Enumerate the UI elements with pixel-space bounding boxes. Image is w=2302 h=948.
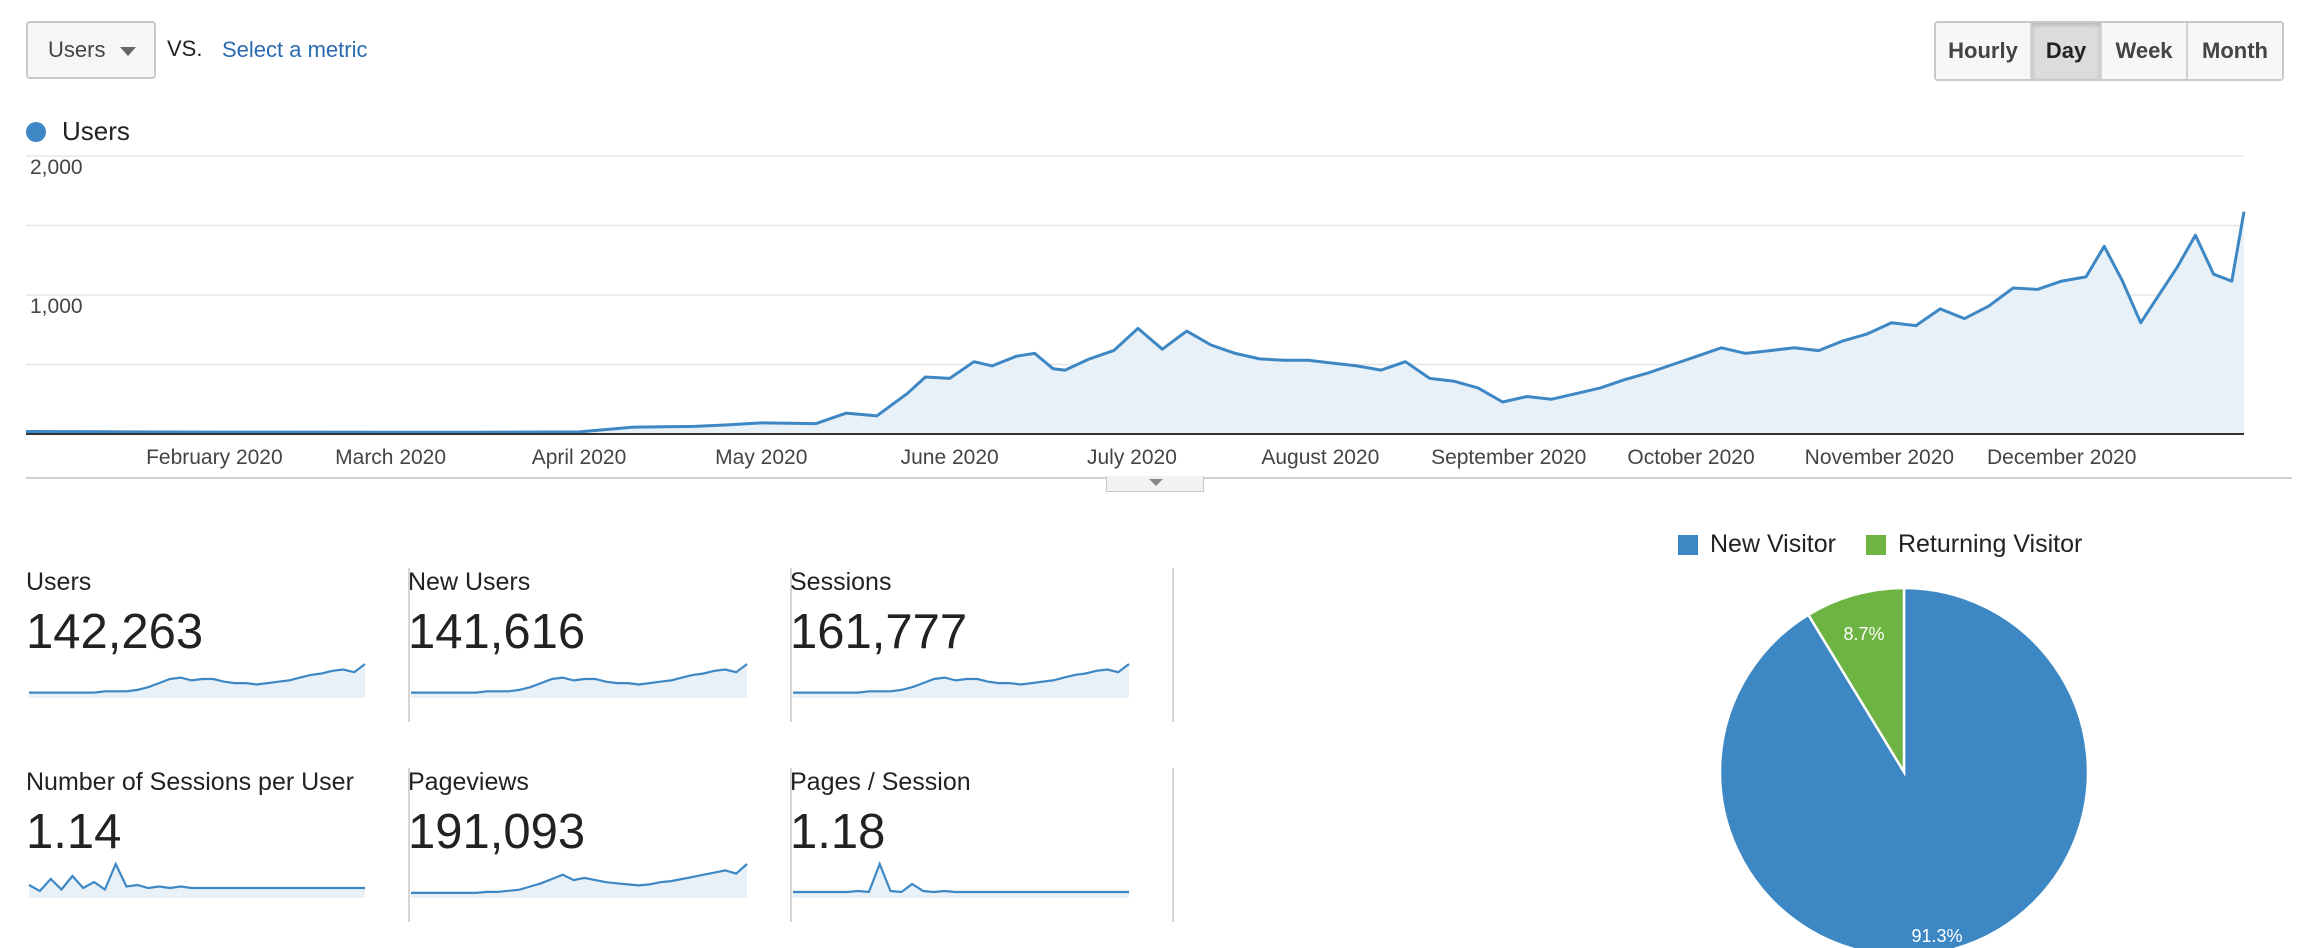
scorecard-value: 141,616 xyxy=(408,605,586,659)
scorecard-label: Users xyxy=(26,568,92,596)
x-tick-label: February 2020 xyxy=(146,446,283,469)
caret-down-icon xyxy=(1149,479,1163,486)
series-dot-icon xyxy=(26,121,46,142)
scorecard-sessions-per-user[interactable]: Number of Sessions per User 1.14 xyxy=(26,768,410,922)
x-tick-label: May 2020 xyxy=(715,446,807,469)
pie-slice-returning-visitor xyxy=(1806,586,1906,777)
x-tick-label: April 2020 xyxy=(532,446,627,469)
sparkline-line xyxy=(411,863,748,894)
x-tick-label: October 2020 xyxy=(1627,446,1754,469)
week-button[interactable]: Week xyxy=(2100,23,2186,79)
visitor-type-pie-chart: 91.3% 8.7% xyxy=(1718,586,2090,948)
y-tick-label: 2,000 xyxy=(30,156,83,179)
legend-swatch xyxy=(1865,534,1886,555)
x-tick-label: July 2020 xyxy=(1087,446,1177,469)
scorecard-value: 1.14 xyxy=(26,805,122,859)
granularity-toggle: Hourly Day Week Month xyxy=(1934,21,2284,81)
series-line xyxy=(25,211,2246,434)
x-tick-label: June 2020 xyxy=(901,446,999,469)
x-tick-label: March 2020 xyxy=(335,446,446,469)
scorecard-value: 142,263 xyxy=(26,605,204,659)
day-button[interactable]: Day xyxy=(2030,23,2100,79)
sparkline xyxy=(29,663,366,698)
scorecard-label: Pages / Session xyxy=(790,768,971,796)
y-tick-label: 1,000 xyxy=(30,295,83,318)
scorecard-sessions[interactable]: Sessions 161,777 xyxy=(790,568,1174,722)
x-tick-label: August 2020 xyxy=(1261,446,1379,469)
sparkline-area xyxy=(793,664,1129,698)
legend-label: New Visitor xyxy=(1710,530,1836,558)
legend-swatch xyxy=(1678,534,1698,555)
month-button[interactable]: Month xyxy=(2186,23,2282,79)
pie-value-label: 8.7% xyxy=(1843,624,1884,644)
sparkline xyxy=(793,663,1130,698)
scorecard-users[interactable]: Users 142,263 xyxy=(26,568,410,722)
sparkline-area xyxy=(29,864,365,898)
legend-entry-returning-visitor[interactable]: Returning Visitor xyxy=(1865,530,2083,559)
sparkline xyxy=(793,860,1129,898)
scorecard-label: New Users xyxy=(408,568,531,596)
sparkline-area xyxy=(29,664,365,698)
x-tick-label: December 2020 xyxy=(1987,446,2136,469)
sparkline-line xyxy=(793,663,1130,694)
sparkline xyxy=(411,663,748,698)
sparkline xyxy=(411,863,748,898)
scorecard-pages-per-session[interactable]: Pages / Session 1.18 xyxy=(790,768,1174,922)
scorecard-pageviews[interactable]: Pageviews 191,093 xyxy=(408,768,792,922)
select-metric-link[interactable]: Select a metric xyxy=(222,37,368,62)
scorecard-new-users[interactable]: New Users 141,616 xyxy=(408,568,792,722)
legend-entry-new-visitor[interactable]: New Visitor xyxy=(1678,530,1836,559)
sparkline-line xyxy=(29,663,366,694)
scorecard-value: 191,093 xyxy=(408,805,586,859)
scorecard-value: 1.18 xyxy=(790,805,886,859)
metric-dropdown[interactable]: Users xyxy=(26,21,156,79)
pie-legend: New Visitor Returning Visitor xyxy=(1678,530,2112,559)
pie-value-label: 91.3% xyxy=(1911,926,1962,946)
sparkline xyxy=(28,861,365,898)
scorecard-label: Pageviews xyxy=(408,768,529,796)
legend-label: Returning Visitor xyxy=(1897,530,2083,558)
x-tick-label: November 2020 xyxy=(1805,446,1954,469)
x-tick-label: September 2020 xyxy=(1431,446,1586,469)
chart-resize-handle[interactable] xyxy=(1106,476,1204,492)
scorecard-label: Sessions xyxy=(790,568,892,596)
scorecard-value: 161,777 xyxy=(790,605,968,659)
scorecard-label: Number of Sessions per User xyxy=(26,768,354,796)
pie-slice-new-visitor xyxy=(1718,586,2090,948)
metric-dropdown-label: Users xyxy=(48,37,106,62)
sparkline-area xyxy=(411,664,747,698)
sparkline-area xyxy=(411,864,747,898)
sparkline-line xyxy=(793,860,1129,894)
chevron-down-icon xyxy=(120,47,136,56)
legend-series-label: Users xyxy=(62,116,130,146)
users-over-time-chart: 2,000 1,000 February 2020 March 2020 April 2… xyxy=(25,155,2292,479)
series-area xyxy=(26,211,2244,434)
vs-label: VS. xyxy=(167,36,203,61)
main-chart-legend: Users xyxy=(26,116,130,147)
sparkline-line xyxy=(411,663,748,694)
hourly-button[interactable]: Hourly xyxy=(1936,23,2030,79)
sparkline-line xyxy=(28,861,365,893)
